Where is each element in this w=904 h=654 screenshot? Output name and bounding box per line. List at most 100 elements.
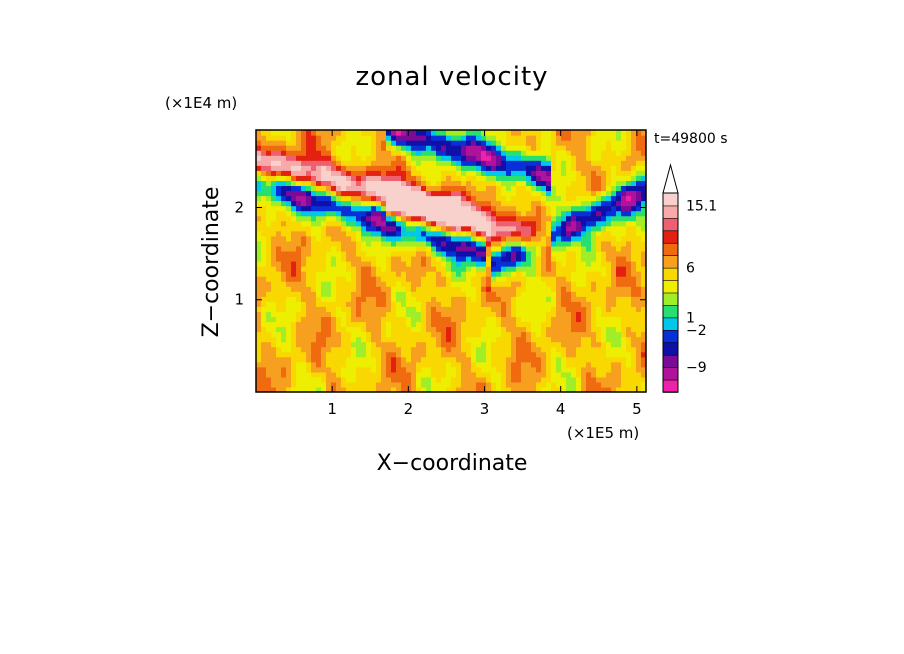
field-cell xyxy=(626,376,632,383)
field-cell xyxy=(301,180,307,187)
field-cell xyxy=(391,281,397,287)
field-cell xyxy=(291,195,297,202)
field-cell xyxy=(346,301,352,307)
field-cell xyxy=(401,130,407,136)
field-cell xyxy=(641,311,646,318)
field-cell xyxy=(266,245,272,252)
field-cell xyxy=(396,371,402,378)
field-cell xyxy=(501,190,507,197)
field-cell xyxy=(616,281,622,287)
field-cell xyxy=(276,366,282,373)
field-cell xyxy=(371,250,377,257)
field-cell xyxy=(396,145,402,151)
field-cell xyxy=(296,240,302,247)
field-cell xyxy=(531,235,537,242)
field-cell xyxy=(266,356,272,363)
field-cell xyxy=(271,336,277,343)
field-cell xyxy=(261,386,267,392)
field-cell xyxy=(456,255,462,262)
field-cell xyxy=(461,271,467,277)
field-cell xyxy=(361,316,367,323)
field-cell xyxy=(491,250,497,257)
field-cell xyxy=(456,321,462,328)
field-cell xyxy=(311,160,317,166)
field-cell xyxy=(261,205,267,212)
field-cell xyxy=(591,160,597,166)
field-cell xyxy=(446,155,452,161)
field-cell xyxy=(331,235,337,242)
field-cell xyxy=(451,185,457,192)
field-cell xyxy=(356,316,362,323)
field-cell xyxy=(626,341,632,348)
field-cell xyxy=(521,386,527,392)
field-cell xyxy=(516,255,522,262)
field-cell xyxy=(341,326,347,333)
field-cell xyxy=(271,286,277,292)
field-cell xyxy=(516,205,522,212)
field-cell xyxy=(541,356,547,363)
field-cell xyxy=(331,135,337,141)
field-cell xyxy=(511,190,517,197)
field-cell xyxy=(431,155,437,161)
field-cell xyxy=(551,311,557,318)
field-cell xyxy=(466,286,472,292)
field-cell xyxy=(601,386,607,392)
field-cell xyxy=(616,386,622,392)
field-cell xyxy=(556,321,562,328)
field-cell xyxy=(256,266,262,272)
field-cell xyxy=(541,366,547,373)
field-cell xyxy=(511,361,517,368)
field-cell xyxy=(446,150,452,156)
field-cell xyxy=(341,356,347,363)
field-cell xyxy=(411,205,417,212)
field-cell xyxy=(546,230,552,237)
field-cell xyxy=(421,286,427,292)
field-cell xyxy=(401,306,407,312)
field-cell xyxy=(526,366,532,373)
field-cell xyxy=(436,215,442,222)
field-cell xyxy=(401,190,407,197)
field-cell xyxy=(516,240,522,247)
field-cell xyxy=(426,155,432,161)
field-cell xyxy=(336,185,342,192)
field-cell xyxy=(316,266,322,272)
field-cell xyxy=(411,255,417,262)
field-cell xyxy=(626,296,632,302)
field-cell xyxy=(526,175,532,181)
field-cell xyxy=(566,230,572,237)
field-cell xyxy=(591,205,597,212)
field-cell xyxy=(281,316,287,323)
field-cell xyxy=(306,195,312,202)
field-cell xyxy=(381,311,387,318)
field-cell xyxy=(281,291,287,297)
field-cell xyxy=(391,170,397,176)
field-cell xyxy=(371,321,377,328)
field-cell xyxy=(491,245,497,252)
x-tick-label: 1 xyxy=(327,400,337,418)
field-cell xyxy=(576,140,582,146)
field-cell xyxy=(631,250,637,257)
field-cell xyxy=(431,145,437,151)
field-cell xyxy=(491,170,497,176)
field-cell xyxy=(256,321,262,328)
field-cell xyxy=(361,336,367,343)
field-cell xyxy=(521,301,527,307)
field-cell xyxy=(571,321,577,328)
field-cell xyxy=(326,306,332,312)
field-cell xyxy=(431,271,437,277)
field-cell xyxy=(541,376,547,383)
field-cell xyxy=(301,255,307,262)
plot-field xyxy=(256,130,646,392)
field-cell xyxy=(316,341,322,348)
field-cell xyxy=(481,356,487,363)
field-cell xyxy=(561,371,567,378)
field-cell xyxy=(546,376,552,383)
field-cell xyxy=(376,331,382,338)
field-cell xyxy=(351,235,357,242)
field-cell xyxy=(566,200,572,207)
field-cell xyxy=(306,205,312,212)
field-cell xyxy=(451,175,457,181)
field-cell xyxy=(631,281,637,287)
field-cell xyxy=(486,341,492,348)
field-cell xyxy=(271,165,277,171)
